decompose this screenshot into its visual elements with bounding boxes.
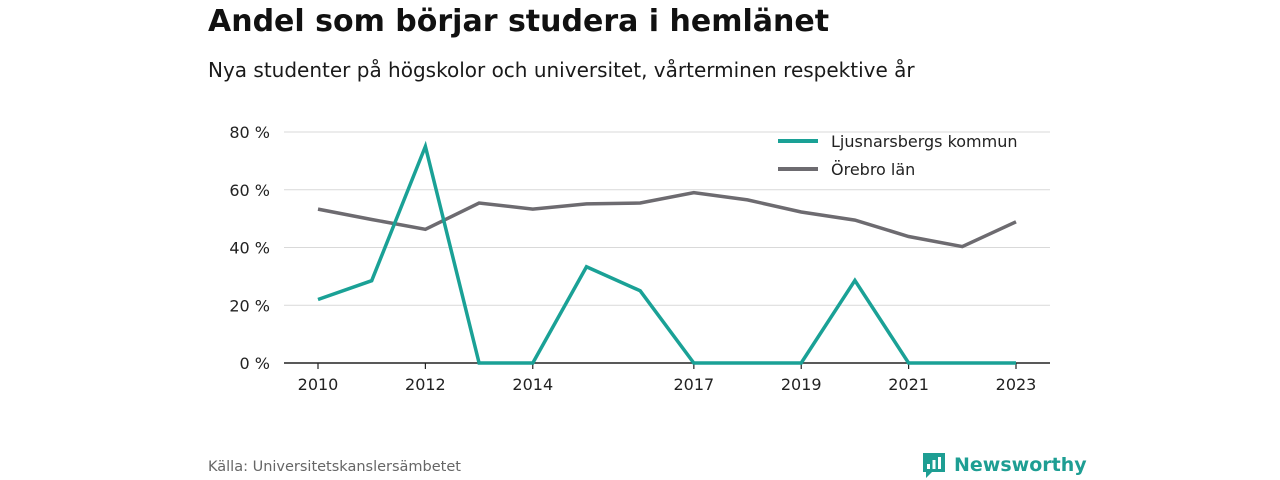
y-tick-label: 60 % bbox=[229, 181, 270, 200]
y-axis-tick-labels: 0 % 20 % 40 % 60 % 80 % bbox=[229, 123, 270, 373]
chart-title: Andel som börjar studera i hemlänet bbox=[208, 4, 830, 39]
x-tick-label: 2019 bbox=[781, 375, 822, 394]
chart-subtitle: Nya studenter på högskolor och universit… bbox=[208, 58, 915, 82]
y-tick-label: 20 % bbox=[229, 296, 270, 315]
source-note: Källa: Universitetskanslersämbetet bbox=[208, 459, 461, 475]
series-line bbox=[317, 190, 1017, 249]
x-tick-label: 2017 bbox=[673, 375, 714, 394]
x-tick-label: 2021 bbox=[888, 375, 929, 394]
legend: Ljusnarsbergs kommun Örebro län bbox=[778, 132, 1018, 179]
x-tick-label: 2014 bbox=[512, 375, 553, 394]
y-tick-label: 40 % bbox=[229, 239, 270, 258]
x-tick-label: 2012 bbox=[405, 375, 446, 394]
series-lines bbox=[317, 140, 1017, 365]
x-tick-label: 2023 bbox=[996, 375, 1037, 394]
newsworthy-logo-icon bbox=[923, 453, 945, 478]
x-tick-label: 2010 bbox=[298, 375, 339, 394]
brand-name: Newsworthy bbox=[954, 454, 1087, 476]
legend-label: Ljusnarsbergs kommun bbox=[831, 132, 1018, 151]
x-axis: 2010 2012 2014 2017 2019 2021 2023 bbox=[284, 362, 1050, 394]
series-line bbox=[317, 140, 1016, 365]
newsworthy-brand: Newsworthy bbox=[921, 451, 1087, 479]
y-tick-label: 80 % bbox=[229, 123, 270, 142]
grid-lines bbox=[284, 131, 1050, 306]
y-tick-label: 0 % bbox=[240, 354, 270, 373]
legend-label: Örebro län bbox=[831, 160, 915, 179]
